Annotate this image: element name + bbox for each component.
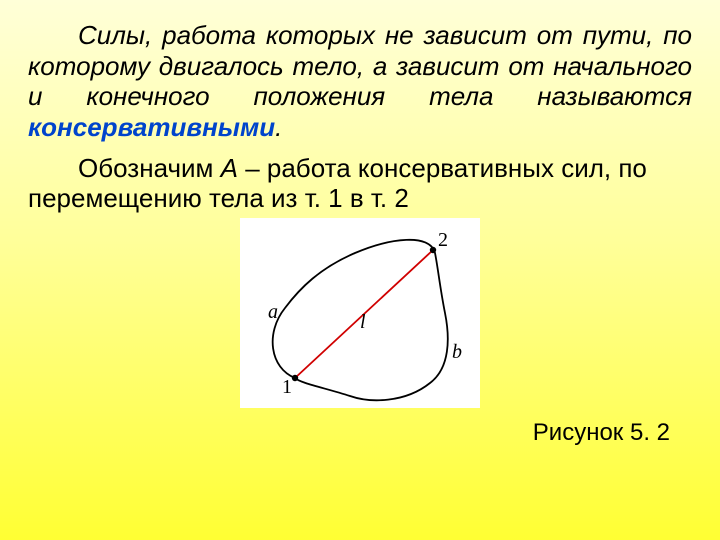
diagram-label: 2 — [438, 229, 448, 251]
diagram-label: a — [268, 301, 278, 323]
endpoint-1 — [292, 375, 298, 381]
closed-path-diagram: 1 2 a b l — [240, 218, 480, 408]
endpoint-2 — [430, 247, 436, 253]
def-text-before: Силы, работа которых не зависит от пути,… — [28, 20, 692, 111]
diagram-label: b — [452, 341, 462, 363]
notation-symbol: A — [221, 153, 238, 183]
notation-paragraph: Обозначим A – работа консервативных сил,… — [0, 143, 720, 214]
figure-caption: Рисунок 5. 2 — [0, 413, 720, 447]
diagram-label: l — [360, 311, 366, 333]
diagram-label: 1 — [282, 376, 292, 398]
figure-wrapper: 1 2 a b l — [0, 218, 720, 413]
definition-paragraph: Силы, работа которых не зависит от пути,… — [0, 0, 720, 143]
def-period: . — [275, 112, 282, 142]
def-keyword: консервативными — [28, 112, 275, 142]
notation-before: Обозначим — [78, 153, 221, 183]
